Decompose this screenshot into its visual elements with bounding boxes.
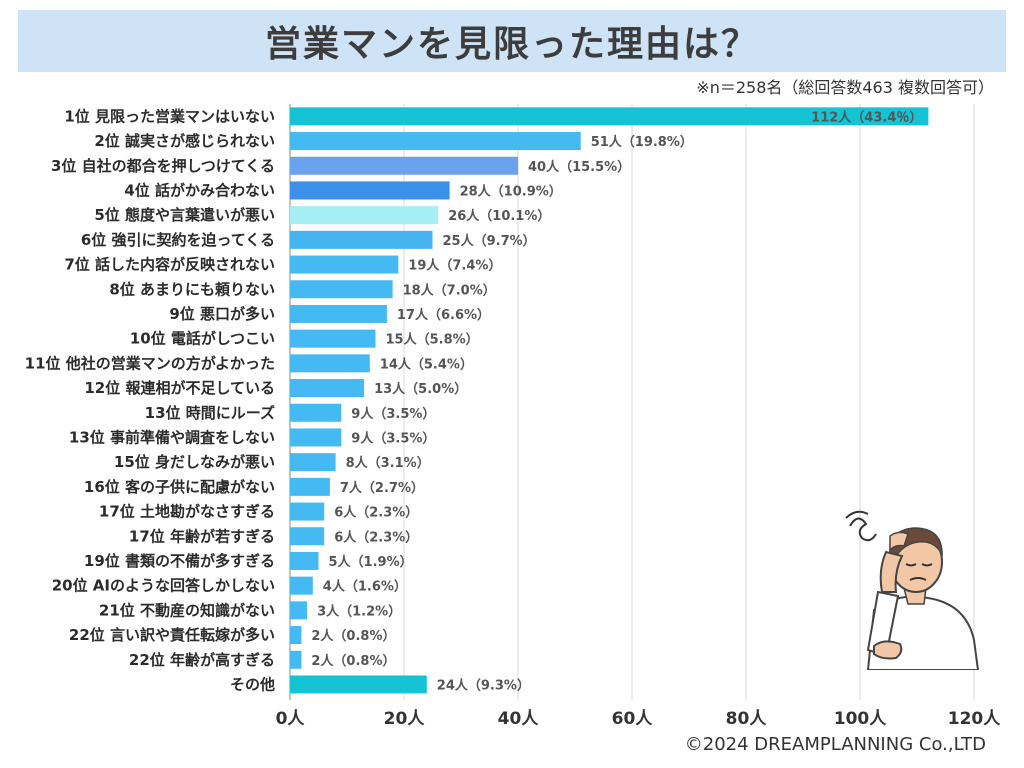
bar — [290, 576, 313, 595]
bar — [290, 304, 387, 323]
category-label: 10位 電話がしつこい — [130, 330, 275, 348]
value-label: 24人（9.3%） — [437, 677, 530, 693]
bar — [290, 551, 319, 570]
bar — [290, 255, 399, 274]
category-label: 7位 話した内容が反映されない — [64, 256, 275, 274]
value-label: 8人（3.1%） — [346, 455, 430, 471]
value-label: 3人（1.2%） — [317, 603, 401, 619]
value-label: 19人（7.4%） — [408, 258, 501, 274]
category-label: 13位 時間にルーズ — [145, 404, 275, 422]
bar — [290, 206, 439, 225]
copyright-credit: ©2024 DREAMPLANNING Co.,LTD — [684, 734, 986, 755]
value-label: 17人（6.6%） — [397, 307, 490, 323]
bar — [290, 626, 302, 645]
category-label: 16位 客の子供に配慮がない — [84, 478, 275, 496]
category-label: 17位 土地勘がなさすぎる — [99, 503, 275, 521]
bar — [290, 354, 370, 373]
category-label: 21位 不動産の知識がない — [99, 601, 275, 619]
category-label: 8位 あまりにも頼りない — [109, 280, 275, 298]
category-label: 4位 話がかみ合わない — [124, 181, 275, 199]
bar — [290, 132, 581, 151]
bar — [290, 329, 376, 348]
bar — [290, 502, 325, 521]
value-label: 112人（43.4％） — [811, 109, 922, 125]
category-label: 6位 強引に契約を迫ってくる — [81, 231, 275, 249]
value-label: 13人（5.0%） — [374, 381, 467, 397]
value-label: 9人（3.5%） — [351, 430, 435, 446]
value-label: 15人（5.8%） — [386, 332, 479, 348]
value-label: 26人（10.1%） — [448, 208, 550, 224]
category-label: 15位 身だしなみが悪い — [114, 453, 275, 471]
category-label: 13位 事前準備や調査をしない — [69, 428, 275, 446]
category-label: 2位 誠実さが感じられない — [94, 132, 275, 150]
category-label: 11位 他社の営業マンの方がよかった — [25, 354, 275, 372]
category-label: 22位 年齢が高すぎる — [129, 651, 275, 669]
value-label: 7人（2.7%） — [340, 480, 424, 496]
value-label: 5人（1.9%） — [329, 554, 413, 570]
category-label: 5位 態度や言葉遣いが悪い — [94, 206, 275, 224]
value-label: 2人（0.8%） — [311, 653, 395, 669]
bar — [290, 477, 330, 496]
value-label: 9人（3.5%） — [351, 406, 435, 422]
category-label: 20位 AIのような回答しかしない — [52, 577, 275, 595]
x-tick-label: 80人 — [726, 709, 768, 729]
category-label: 3位 自社の都合を押しつけてくる — [51, 157, 275, 175]
category-label: 19位 書類の不備が多すぎる — [84, 552, 275, 570]
x-tick-label: 40人 — [498, 709, 540, 729]
bar — [290, 675, 427, 694]
category-label: その他 — [230, 675, 275, 693]
value-label: 51人（19.8%） — [591, 134, 693, 150]
category-label: 17位 年齢が若すぎる — [129, 527, 275, 545]
value-label: 4人（1.6%） — [323, 579, 407, 595]
bar — [290, 650, 302, 669]
bar — [290, 280, 393, 299]
bar — [290, 428, 342, 447]
value-label: 2人（0.8%） — [311, 628, 395, 644]
bar — [290, 230, 433, 249]
value-label: 6人（2.3%） — [334, 505, 418, 521]
x-tick-label: 0人 — [276, 709, 306, 729]
bar — [290, 181, 450, 200]
chart-title: 営業マンを見限った理由は？ — [264, 24, 759, 65]
bar — [290, 379, 365, 398]
x-tick-label: 100人 — [834, 709, 887, 729]
value-label: 25人（9.7%） — [443, 233, 536, 249]
bar — [290, 601, 308, 620]
x-tick-label: 60人 — [612, 709, 654, 729]
category-label: 22位 言い訳や責任転嫁が多い — [69, 626, 275, 644]
category-label: 9位 悪口が多い — [169, 305, 275, 323]
title-banner: 営業マンを見限った理由は？ — [18, 10, 1006, 72]
value-label: 14人（5.4%） — [380, 356, 473, 372]
category-label: 12位 報連相が不足している — [84, 379, 275, 397]
bar — [290, 107, 929, 126]
bar — [290, 527, 325, 546]
x-tick-label: 20人 — [384, 709, 426, 729]
troubled-man-illustration — [845, 510, 980, 670]
sample-note: ※n＝258名（総回答数463 複数回答可） — [696, 78, 994, 97]
bar — [290, 156, 518, 175]
bar — [290, 453, 336, 472]
value-label: 40人（15.5%） — [528, 159, 630, 175]
value-label: 18人（7.0%） — [403, 282, 496, 298]
x-tick-label: 120人 — [948, 709, 1001, 729]
bar — [290, 403, 342, 422]
category-label: 1位 見限った営業マンはいない — [64, 107, 275, 125]
value-label: 28人（10.9%） — [460, 183, 562, 199]
value-label: 6人（2.3%） — [334, 529, 418, 545]
